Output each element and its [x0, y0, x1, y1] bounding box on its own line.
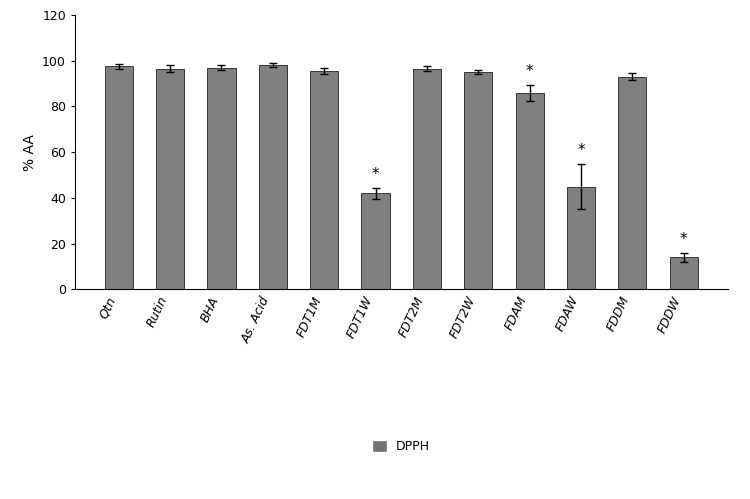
Y-axis label: % AA: % AA	[22, 134, 37, 171]
Bar	[464, 72, 493, 289]
Bar	[618, 77, 646, 289]
Text: *: *	[578, 143, 585, 158]
Bar	[156, 69, 184, 289]
Bar	[310, 71, 338, 289]
Bar	[567, 187, 596, 289]
Text: *: *	[372, 167, 380, 182]
Bar	[670, 257, 698, 289]
Bar	[515, 93, 544, 289]
Bar	[105, 66, 133, 289]
Bar	[259, 65, 287, 289]
Legend: DPPH: DPPH	[373, 440, 430, 453]
Bar	[362, 194, 390, 289]
Text: *: *	[526, 64, 533, 79]
Bar	[413, 69, 441, 289]
Bar	[207, 67, 236, 289]
Text: *: *	[680, 232, 688, 247]
